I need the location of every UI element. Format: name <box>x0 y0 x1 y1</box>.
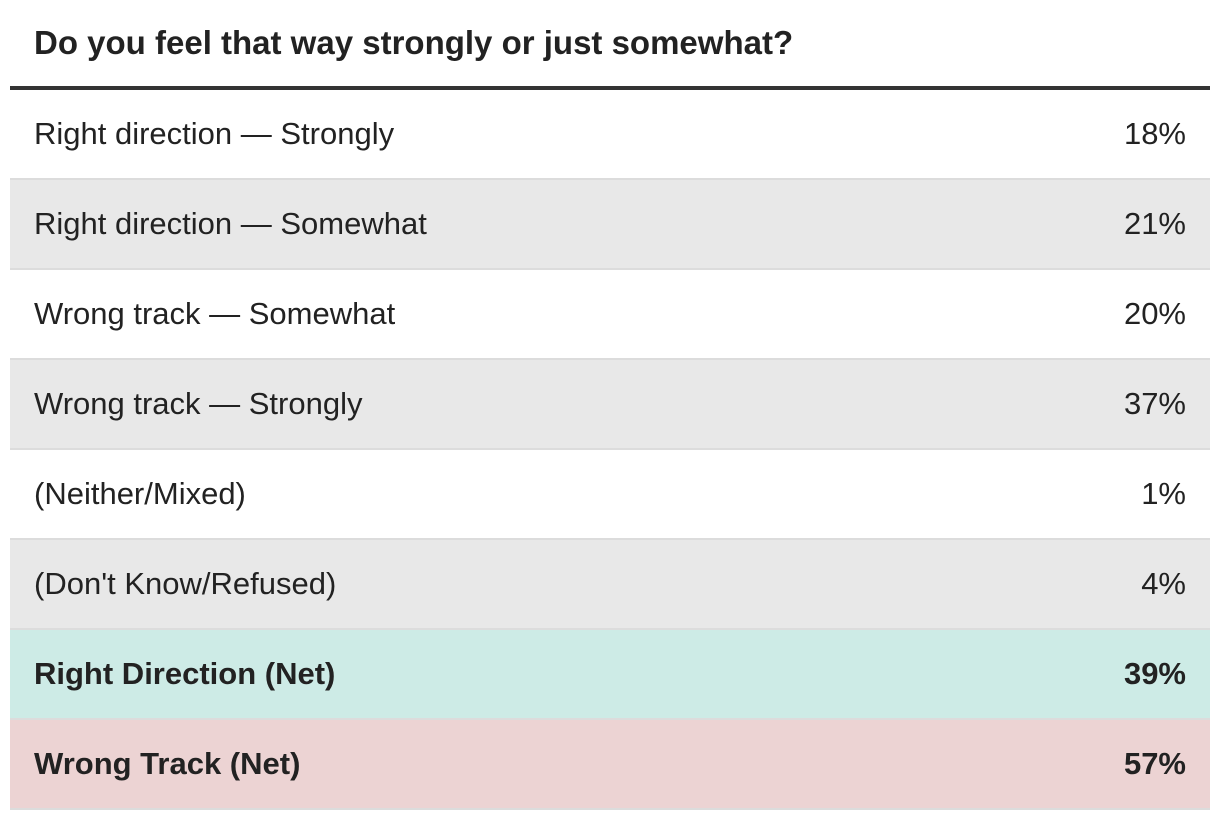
table-row: (Don't Know/Refused) 4% <box>10 540 1210 630</box>
table-body: Right direction — Strongly 18% Right direc… <box>10 90 1210 810</box>
row-value: 1% <box>1141 476 1186 511</box>
table-row: Right direction — Strongly 18% <box>10 90 1210 180</box>
table-row: Right Direction (Net) 39% <box>10 630 1210 720</box>
row-label: Wrong Track (Net) <box>34 746 301 781</box>
table-row: Right direction — Somewhat 21% <box>10 180 1210 270</box>
table-row: Wrong Track (Net) 57% <box>10 720 1210 810</box>
table-row: Wrong track — Somewhat 20% <box>10 270 1210 360</box>
row-label: (Don't Know/Refused) <box>34 566 337 601</box>
row-label: (Neither/Mixed) <box>34 476 246 511</box>
row-value: 21% <box>1123 206 1186 241</box>
row-value: 37% <box>1123 386 1186 421</box>
row-label: Wrong track — Somewhat <box>34 296 396 331</box>
row-label: Right direction — Strongly <box>34 116 395 151</box>
row-label: Right Direction (Net) <box>34 656 336 691</box>
poll-table: Do you feel that way strongly or just so… <box>10 0 1210 810</box>
table-row: Wrong track — Strongly 37% <box>10 360 1210 450</box>
row-label: Wrong track — Strongly <box>34 386 363 421</box>
row-value: 4% <box>1141 566 1186 601</box>
row-value: 57% <box>1123 746 1186 781</box>
table-title: Do you feel that way strongly or just so… <box>10 0 1210 90</box>
row-value: 20% <box>1123 296 1186 331</box>
row-label: Right direction — Somewhat <box>34 206 427 241</box>
row-value: 39% <box>1123 656 1186 691</box>
row-value: 18% <box>1123 116 1186 151</box>
table-row: (Neither/Mixed) 1% <box>10 450 1210 540</box>
